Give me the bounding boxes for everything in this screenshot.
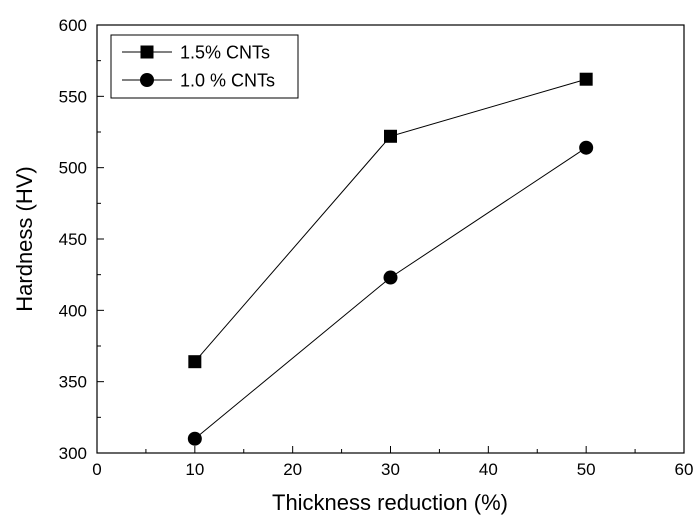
data-point-square xyxy=(579,72,593,86)
y-tick-label: 300 xyxy=(59,444,87,463)
data-point-circle xyxy=(383,270,398,285)
y-tick-label: 600 xyxy=(59,16,87,35)
y-tick-label: 450 xyxy=(59,230,87,249)
x-tick-label: 10 xyxy=(185,460,204,479)
y-axis-ticks: 300 350 400 450 500 550 600 xyxy=(59,16,104,463)
series-layer xyxy=(187,72,594,446)
x-tick-label: 40 xyxy=(479,460,498,479)
data-point-square xyxy=(188,355,202,369)
data-point-circle xyxy=(579,140,594,155)
data-point-circle xyxy=(187,431,202,446)
series-line-1 xyxy=(194,78,587,363)
legend-marker-circle xyxy=(140,73,154,87)
x-tick-label: 0 xyxy=(92,460,101,479)
x-tick-label: 60 xyxy=(675,460,693,479)
legend-label-1: 1.5% CNTs xyxy=(180,43,270,63)
series-line-2 xyxy=(194,147,587,440)
y-tick-label: 550 xyxy=(59,87,87,106)
x-axis-ticks: 0 10 20 30 40 50 60 xyxy=(92,446,693,479)
y-tick-label: 350 xyxy=(59,373,87,392)
legend: 1.5% CNTs 1.0 % CNTs xyxy=(110,34,299,99)
x-tick-label: 30 xyxy=(381,460,400,479)
y-tick-label: 500 xyxy=(59,159,87,178)
y-tick-label: 400 xyxy=(59,301,87,320)
x-tick-label: 20 xyxy=(283,460,302,479)
data-point-square xyxy=(384,129,397,143)
x-axis-title: Thickness reduction (%) xyxy=(272,490,508,515)
y-axis-title: Hardness (HV) xyxy=(12,166,37,311)
x-tick-label: 50 xyxy=(577,460,596,479)
legend-marker-square xyxy=(140,45,154,59)
legend-label-2: 1.0 % CNTs xyxy=(180,71,275,91)
